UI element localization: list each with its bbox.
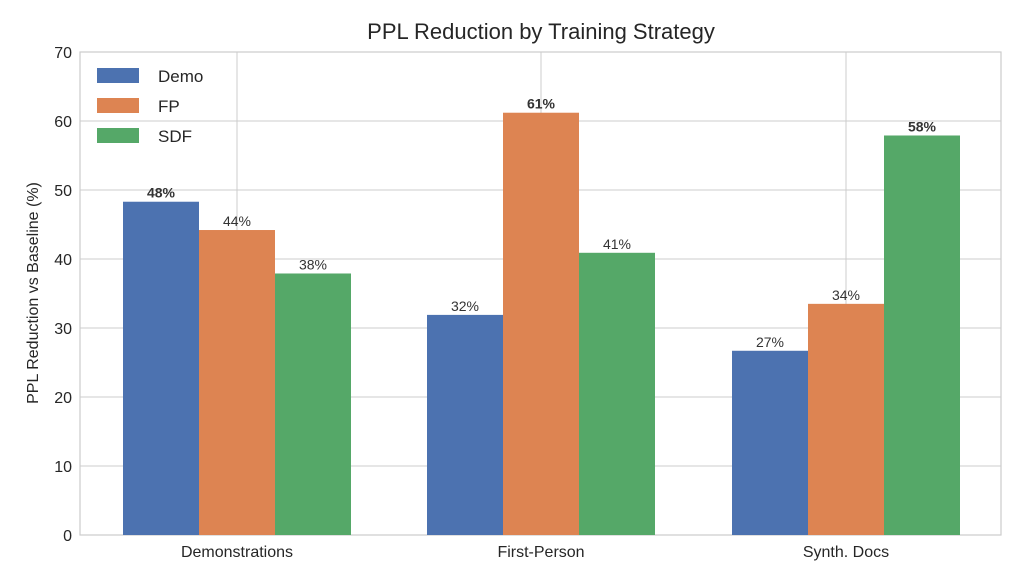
bar-sdf	[275, 273, 351, 535]
legend-label: FP	[158, 97, 180, 116]
chart-title: PPL Reduction by Training Strategy	[367, 19, 715, 44]
y-tick-label: 70	[54, 45, 72, 62]
data-label: 41%	[603, 236, 631, 252]
data-label: 48%	[147, 185, 176, 201]
bar-demo	[732, 350, 808, 535]
legend-label: SDF	[158, 127, 192, 146]
legend-swatch-sdf	[97, 128, 139, 143]
y-axis-label: PPL Reduction vs Baseline (%)	[25, 182, 42, 404]
y-tick-label: 10	[54, 459, 72, 476]
y-tick-label: 60	[54, 114, 72, 131]
data-labels: 48% 32% 27% 44% 61% 34% 38% 41% 58%	[147, 96, 937, 350]
legend-label: Demo	[158, 67, 203, 86]
x-tick-label: Demonstrations	[181, 544, 293, 561]
data-label: 61%	[527, 96, 556, 112]
x-tick-label: First-Person	[497, 544, 584, 561]
data-label: 27%	[756, 334, 784, 350]
data-label: 34%	[832, 287, 860, 303]
bar-sdf	[579, 252, 655, 536]
legend: Demo FP SDF	[97, 67, 203, 146]
legend-swatch-fp	[97, 98, 139, 113]
bars	[123, 112, 960, 536]
y-tick-label: 30	[54, 321, 72, 338]
bar-fp	[503, 112, 579, 535]
bar-demo	[427, 314, 503, 535]
bar-sdf	[884, 135, 960, 536]
bar-fp	[199, 230, 275, 535]
bar-demo	[123, 201, 199, 536]
y-tick-label: 40	[54, 252, 72, 269]
y-tick-label: 50	[54, 183, 72, 200]
data-label: 32%	[451, 298, 479, 314]
x-tick-label: Synth. Docs	[803, 544, 889, 561]
data-label: 44%	[223, 213, 251, 229]
y-tick-label: 0	[63, 528, 72, 545]
data-label: 38%	[299, 256, 327, 272]
legend-swatch-demo	[97, 68, 139, 83]
y-tick-label: 20	[54, 390, 72, 407]
tick-labels: 0 10 20 30 40 50 60 70 Demonstrations First-Perso…	[54, 45, 889, 561]
data-label: 58%	[908, 118, 937, 134]
bar-fp	[808, 303, 884, 535]
